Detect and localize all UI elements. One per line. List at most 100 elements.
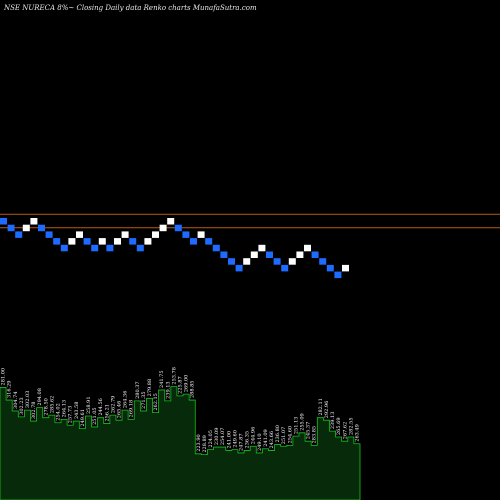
volume-label: 249.60 xyxy=(232,430,238,448)
volume-label: 236.35 xyxy=(245,431,251,449)
renko-brick-down xyxy=(220,251,228,258)
volume-label: 304.74 xyxy=(13,391,19,409)
renko-brick-up xyxy=(114,238,121,245)
volume-label: 264.13 xyxy=(62,400,68,418)
volume-label: 230.09 xyxy=(214,428,220,446)
volume-label: 262.79 xyxy=(110,396,116,414)
renko-brick-down xyxy=(0,218,7,225)
volume-label: 243.66 xyxy=(269,431,275,449)
volume-label: 271.35 xyxy=(141,391,147,409)
renko-brick-down xyxy=(174,224,182,232)
renko-brick-up xyxy=(197,231,205,238)
volume-label: 294.08 xyxy=(37,388,43,406)
renko-brick-down xyxy=(334,271,342,279)
volume-label: 241.09 xyxy=(263,429,269,447)
renko-brick-up xyxy=(159,224,167,232)
renko-brick-down xyxy=(326,264,334,272)
renko-brick-down xyxy=(53,238,61,245)
renko-brick-up xyxy=(152,231,159,238)
volume-label: 256.21 xyxy=(104,404,110,422)
renko-brick-down xyxy=(311,251,319,258)
volume-label: 243.58 xyxy=(74,402,80,420)
volume-label: 244.56 xyxy=(98,398,104,416)
volume-label: 239.13 xyxy=(330,412,336,430)
volume-label: 265.46 xyxy=(116,401,122,419)
level-lines xyxy=(0,213,500,229)
volume-label: 251.07 xyxy=(281,427,287,445)
volume-label: 255.09 xyxy=(300,413,306,431)
volume-label: 225.87 xyxy=(178,376,184,394)
volume-label: 278.50 xyxy=(43,398,49,416)
renko-brick-up xyxy=(250,251,258,258)
volume-label: 288.85 xyxy=(190,381,196,399)
volume-label: 258.91 xyxy=(86,397,92,415)
volume-label: 263.49 xyxy=(354,424,360,442)
renko-brick-up xyxy=(342,264,349,272)
volume-label: 302.23 xyxy=(19,397,25,415)
volume-area xyxy=(0,386,361,500)
volume-label: 254.60 xyxy=(287,426,293,444)
renko-brick-up xyxy=(76,231,83,238)
volume-series xyxy=(0,386,361,500)
renko-brick-down xyxy=(15,231,23,238)
volume-label: 269.00 xyxy=(184,375,190,393)
renko-brick-down xyxy=(45,231,53,238)
volume-label: 251.05 xyxy=(92,407,98,425)
volume-label: 265.69 xyxy=(336,418,342,436)
volume-label: 279.88 xyxy=(147,379,153,397)
volume-label: 249.10 xyxy=(257,433,263,451)
volume-label: 302.03 xyxy=(25,391,31,409)
renko-brick-down xyxy=(83,238,91,245)
renko-brick-down xyxy=(266,251,273,258)
renko-brick-up xyxy=(98,238,106,245)
renko-brick-up xyxy=(144,238,152,245)
volume-label: 262.15 xyxy=(153,393,159,411)
volume-label: 269.18 xyxy=(129,400,135,418)
volume-label: 223.90 xyxy=(196,434,202,452)
volume-label: 241.75 xyxy=(159,370,165,388)
renko-brick-down xyxy=(190,238,197,245)
renko-brick-down xyxy=(281,264,289,272)
volume-label: 236.80 xyxy=(275,425,281,443)
volume-label: 254.02 xyxy=(55,403,61,421)
volume-label: 251.13 xyxy=(293,417,299,435)
volume-label: 302.78 xyxy=(31,402,37,420)
volume-label: 264.36 xyxy=(123,391,129,409)
renko-brick-up xyxy=(167,218,175,225)
renko-brick-down xyxy=(106,244,114,252)
renko-bricks xyxy=(0,218,349,279)
renko-brick-down xyxy=(319,258,327,265)
volume-label: 249.61 xyxy=(80,409,86,427)
renko-brick-up xyxy=(30,218,38,225)
renko-brick-down xyxy=(205,238,213,245)
chart-title: NSE NURECA 8%~ Closing Daily data Renko … xyxy=(3,4,257,12)
renko-brick-down xyxy=(129,238,137,245)
renko-brick-down xyxy=(91,244,99,252)
volume-label: 241.00 xyxy=(226,431,232,449)
volume-label: 239.13 xyxy=(165,381,171,399)
volume-label: 224.05 xyxy=(208,430,214,448)
volume-label: 244.96 xyxy=(251,427,257,445)
volume-label: 280.37 xyxy=(135,381,141,399)
volume-label: 253.78 xyxy=(171,367,177,385)
volume-label: 257.73 xyxy=(68,406,74,424)
renko-brick-down xyxy=(235,264,243,272)
renko-brick-down xyxy=(38,224,45,232)
volume-label: 281.00 xyxy=(1,368,7,386)
renko-brick-down xyxy=(60,244,68,252)
volume-label: 316.29 xyxy=(7,381,13,399)
volume-label: 282.55 xyxy=(348,418,354,436)
renko-brick-up xyxy=(258,244,266,252)
renko-brick-down xyxy=(228,258,235,265)
renko-brick-down xyxy=(273,258,281,265)
renko-brick-up xyxy=(304,244,311,252)
volume-label: 247.87 xyxy=(239,433,245,451)
renko-brick-up xyxy=(296,251,304,258)
volume-label: 228.89 xyxy=(202,435,208,453)
renko-brick-up xyxy=(288,258,296,265)
renko-brick-up xyxy=(121,231,129,238)
renko-brick-down xyxy=(212,244,220,252)
